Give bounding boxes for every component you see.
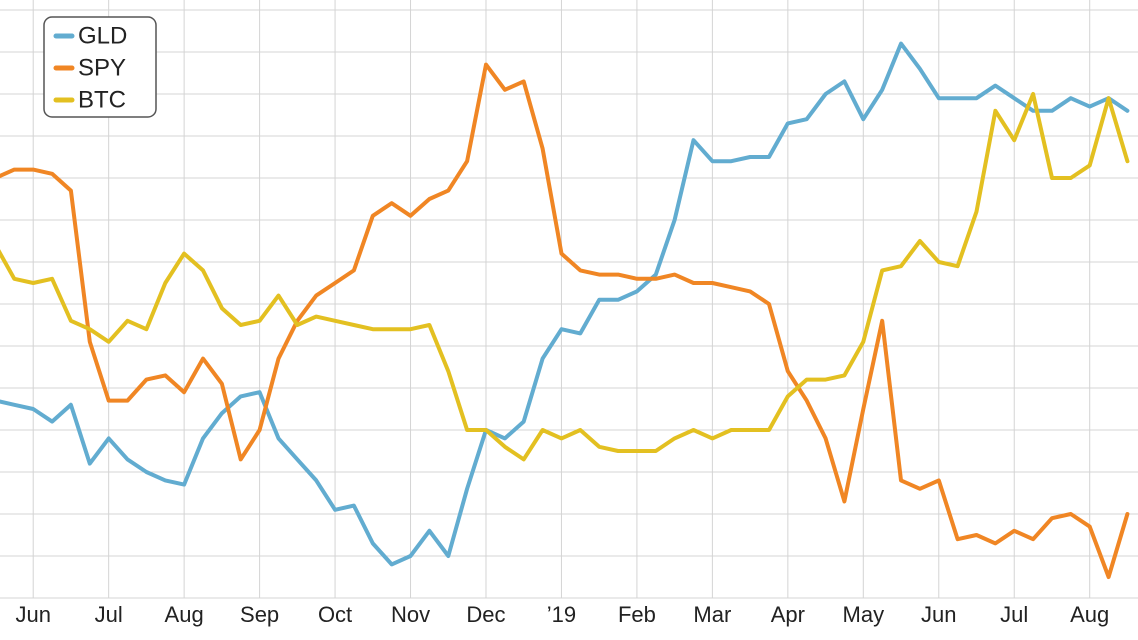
x-tick-label: Jul xyxy=(95,602,123,627)
grid xyxy=(0,0,1138,599)
x-tick-label: Sep xyxy=(240,602,279,627)
x-tick-label: Jul xyxy=(1000,602,1028,627)
x-axis: Jun Jul Aug Sep Oct Nov Dec ’19 Feb Mar Apr May Jun J… xyxy=(15,602,1109,627)
x-tick-label: May xyxy=(843,602,885,627)
series-line xyxy=(0,62,1130,579)
x-tick-label: ’19 xyxy=(547,602,576,627)
x-tick-label: Mar xyxy=(693,602,731,627)
legend-label: GLD xyxy=(78,22,127,49)
legend-label: SPY xyxy=(78,54,126,81)
legend-box xyxy=(43,16,157,118)
legend-label: BTC xyxy=(78,86,126,113)
x-tick-label: Apr xyxy=(771,602,805,627)
series-line xyxy=(0,41,1130,567)
x-tick-label: Aug xyxy=(165,602,204,627)
x-tick-label: Jun xyxy=(15,602,50,627)
x-tick-label: Aug xyxy=(1070,602,1109,627)
x-tick-label: Feb xyxy=(618,602,656,627)
x-tick-label: Nov xyxy=(391,602,430,627)
series-line xyxy=(0,92,1130,462)
legend: GLD SPY BTC xyxy=(43,16,157,118)
x-tick-label: Jun xyxy=(921,602,956,627)
x-tick-label: Oct xyxy=(318,602,352,627)
lines xyxy=(0,41,1130,579)
x-tick-label: Dec xyxy=(466,602,505,627)
